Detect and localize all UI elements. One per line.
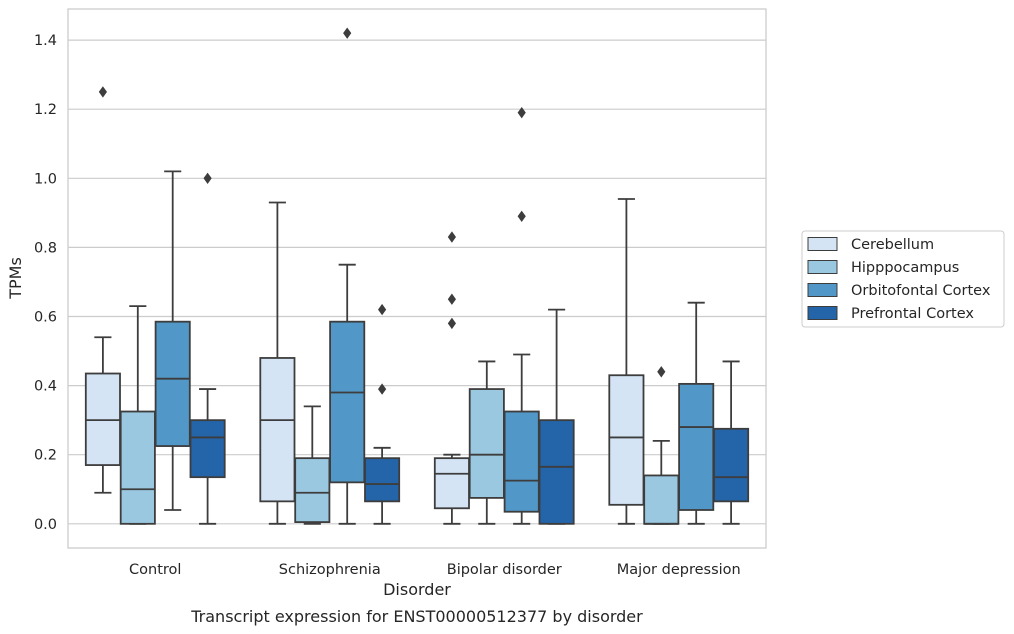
- box: [329, 320, 366, 484]
- box: [119, 410, 156, 525]
- outlier-point: [517, 210, 526, 222]
- y-tick-label: 0.8: [34, 240, 57, 256]
- legend-swatch: [807, 306, 838, 320]
- series-0: [84, 86, 645, 525]
- legend-entry-label: Orbitofontal Cortex: [851, 283, 991, 299]
- box: [294, 457, 331, 523]
- series-1: [119, 305, 680, 525]
- y-tick-label: 0.0: [34, 517, 57, 533]
- outlier-point: [447, 231, 456, 243]
- outlier-point: [378, 383, 387, 395]
- y-axis-label: TPMs: [6, 257, 25, 300]
- box: [713, 427, 750, 503]
- box: [468, 388, 505, 499]
- legend-entry-label: Hipppocampus: [851, 260, 959, 276]
- box: [189, 419, 226, 479]
- y-tick-label: 1.0: [34, 171, 57, 187]
- legend-swatch: [807, 237, 838, 251]
- outlier-point: [517, 106, 526, 119]
- outlier-point: [343, 27, 352, 39]
- legend-swatch: [807, 260, 838, 274]
- x-tick-label: Control: [129, 562, 181, 578]
- outlier-point: [378, 303, 387, 316]
- x-tick-label: Schizophrenia: [279, 562, 381, 578]
- box-series-layer: [84, 27, 750, 525]
- series-3: [189, 172, 750, 525]
- y-tick-label: 0.6: [34, 310, 57, 326]
- x-axis-ticks: Control Schizophrenia Bipolar disorder Majo…: [129, 562, 741, 578]
- y-axis-ticks: 0.0 0.2 0.4 0.6 0.8 1.0 1.2 1.4: [34, 33, 57, 533]
- box: [503, 410, 540, 513]
- box: [364, 457, 401, 503]
- y-tick-label: 1.4: [34, 33, 57, 49]
- x-axis-label: Disorder: [383, 580, 451, 599]
- y-tick-label: 0.2: [34, 448, 57, 464]
- outlier-point: [447, 317, 456, 330]
- plot-area-frame: [67, 8, 767, 549]
- y-tick-label: 0.4: [34, 379, 57, 395]
- legend: Cerebellum Hipppocampus Orbitofontal Corte…: [801, 230, 1005, 328]
- x-tick-label: Bipolar disorder: [447, 562, 562, 578]
- box: [154, 320, 191, 447]
- box: [643, 474, 680, 525]
- y-tick-label: 1.2: [34, 102, 57, 118]
- chart-caption: Transcript expression for ENST0000051237…: [190, 607, 643, 626]
- box: [433, 457, 470, 510]
- box: [259, 357, 296, 503]
- box: [608, 374, 645, 506]
- box: [538, 419, 575, 525]
- legend-entry-label: Prefrontal Cortex: [851, 306, 974, 322]
- legend-frame: [801, 230, 1005, 328]
- legend-swatch: [807, 283, 838, 297]
- x-tick-label: Major depression: [617, 562, 741, 578]
- outlier-point: [203, 172, 212, 184]
- outlier-point: [657, 366, 666, 378]
- box: [678, 382, 715, 511]
- outlier-point: [98, 86, 107, 98]
- series-2: [154, 27, 715, 525]
- outlier-point: [447, 293, 456, 305]
- legend-entry-label: Cerebellum: [851, 237, 934, 253]
